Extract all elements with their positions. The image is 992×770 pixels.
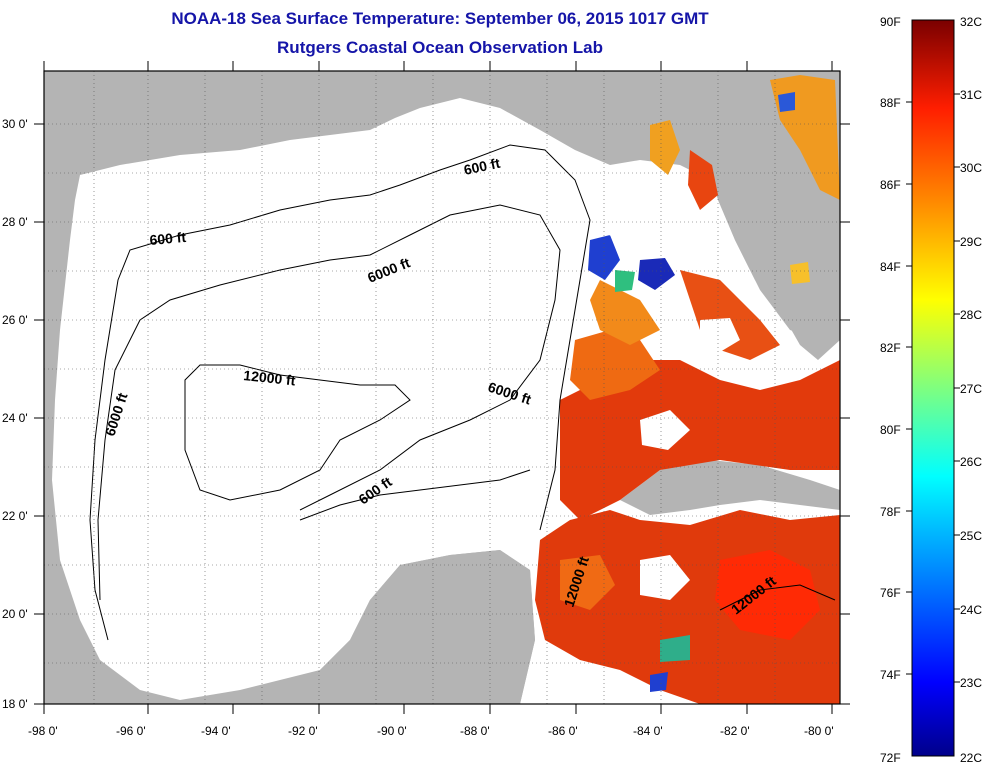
lat-label: 18 0' xyxy=(2,697,28,711)
lon-label: -98 0' xyxy=(28,724,58,738)
contour-label: 12000 ft xyxy=(243,367,297,388)
c-label: 22C xyxy=(960,751,982,765)
lon-label: -86 0' xyxy=(548,724,578,738)
colorbar-c-labels: 32C 31C 30C 29C 28C 27C 26C 25C 24C 23C … xyxy=(960,15,982,765)
sst-data xyxy=(535,75,840,704)
lon-label: -80 0' xyxy=(804,724,834,738)
f-label: 74F xyxy=(880,668,901,682)
contour-12000ft xyxy=(184,364,411,501)
lat-label: 30 0' xyxy=(2,117,28,131)
f-label: 84F xyxy=(880,260,901,274)
contour-12000ft-e xyxy=(719,584,836,611)
longitude-labels: -98 0' -96 0' -94 0' -92 0' -90 0' -88 0… xyxy=(28,724,834,738)
colorbar-ticks xyxy=(906,93,960,683)
contour-label: 600 ft xyxy=(462,155,501,178)
lat-label: 28 0' xyxy=(2,215,28,229)
c-label: 26C xyxy=(960,455,982,469)
contour-label: 600 ft xyxy=(149,229,187,248)
lon-label: -92 0' xyxy=(288,724,318,738)
c-label: 25C xyxy=(960,529,982,543)
lat-lon-grid xyxy=(44,71,840,704)
c-label: 27C xyxy=(960,382,982,396)
c-label: 24C xyxy=(960,603,982,617)
lat-label: 24 0' xyxy=(2,411,28,425)
c-label: 29C xyxy=(960,235,982,249)
lon-label: -90 0' xyxy=(377,724,407,738)
bathymetry-contours xyxy=(89,144,836,641)
f-label: 78F xyxy=(880,505,901,519)
map-title: NOAA-18 Sea Surface Temperature: Septemb… xyxy=(171,9,709,28)
f-label: 86F xyxy=(880,178,901,192)
c-label: 30C xyxy=(960,161,982,175)
c-label: 32C xyxy=(960,15,982,29)
lon-label: -88 0' xyxy=(460,724,490,738)
c-label: 23C xyxy=(960,676,982,690)
c-label: 28C xyxy=(960,308,982,322)
c-label: 31C xyxy=(960,88,982,102)
axis-ticks xyxy=(34,61,850,714)
f-label: 88F xyxy=(880,96,901,110)
lon-label: -84 0' xyxy=(633,724,663,738)
f-label: 90F xyxy=(880,15,901,29)
lat-label: 22 0' xyxy=(2,509,28,523)
lon-label: -96 0' xyxy=(116,724,146,738)
color-scale-bar xyxy=(911,19,955,757)
f-label: 82F xyxy=(880,341,901,355)
f-label: 72F xyxy=(880,751,901,765)
cuba-land xyxy=(620,460,840,515)
latitude-labels: 30 0' 28 0' 26 0' 24 0' 22 0' 20 0' 18 0… xyxy=(2,117,28,711)
f-label: 76F xyxy=(880,586,901,600)
plot-frame xyxy=(43,70,841,705)
map-subtitle: Rutgers Coastal Ocean Observation Lab xyxy=(277,38,603,57)
contour-600ft xyxy=(89,144,591,641)
f-label: 80F xyxy=(880,423,901,437)
lat-label: 26 0' xyxy=(2,313,28,327)
lon-label: -94 0' xyxy=(201,724,231,738)
colorbar-f-labels: 90F 88F 86F 84F 82F 80F 78F 76F 74F 72F xyxy=(880,15,901,765)
contour-600ft-s xyxy=(299,469,531,521)
contour-6000ft xyxy=(97,204,561,601)
lon-label: -82 0' xyxy=(720,724,750,738)
lat-label: 20 0' xyxy=(2,607,28,621)
yucatan-land xyxy=(300,550,535,704)
